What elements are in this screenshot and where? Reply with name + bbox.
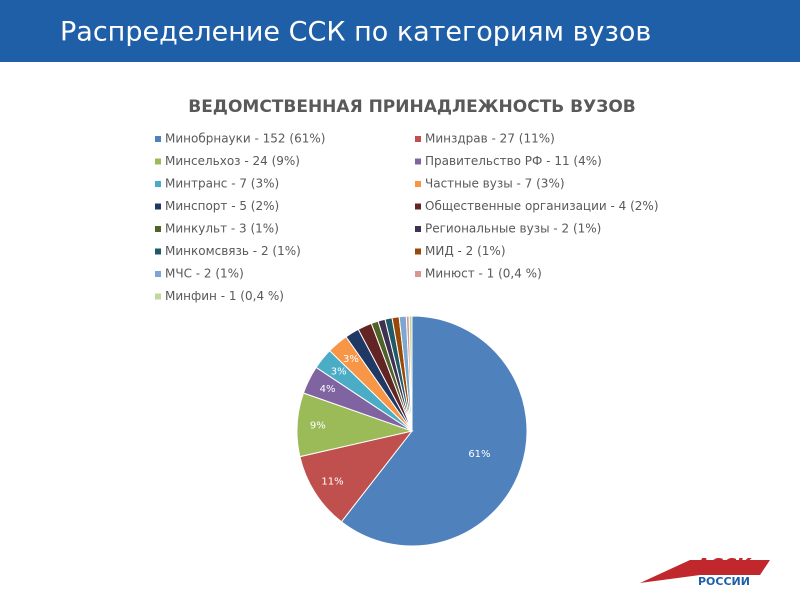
logo-text: АССК [694, 555, 752, 576]
header-band [0, 0, 800, 62]
pie-slice [299, 430, 414, 523]
logo-subtext: РОССИИ [698, 575, 750, 588]
pie-slice [340, 315, 528, 547]
data-label: 9% [310, 421, 326, 432]
data-label: 4% [320, 384, 336, 395]
pie-slice [408, 315, 413, 432]
legend-label: Минкульт - 3 (1%) [165, 222, 279, 236]
legend-swatch [415, 203, 421, 210]
legend-label: Минобрнауки - 152 (61%) [165, 132, 325, 146]
legend-label: Региональные вузы - 2 (1%) [425, 222, 601, 236]
legend-swatch [415, 181, 421, 187]
legend-label: МЧС - 2 (1%) [165, 267, 244, 281]
logo-swoosh [640, 560, 770, 583]
data-label: 3% [331, 367, 347, 378]
legend-swatch [415, 271, 421, 277]
legend-label: Минтранс - 7 (3%) [165, 177, 279, 191]
legend-swatch [415, 158, 421, 165]
legend-label: Минсельхоз - 24 (9%) [165, 154, 300, 168]
legend-label: Общественные организации - 4 (2%) [425, 199, 659, 213]
legend-swatch [155, 293, 161, 300]
legend-label: МИД - 2 (1%) [425, 244, 506, 258]
legend-label: Минздрав - 27 (11%) [425, 132, 555, 146]
data-label: 11% [321, 477, 343, 488]
legend-swatch [155, 158, 161, 165]
data-label: 61% [468, 449, 490, 460]
chart-title: ВЕДОМСТВЕННАЯ ПРИНАДЛЕЖНОСТЬ ВУЗОВ [188, 97, 636, 117]
legend-label: Правительство РФ - 11 (4%) [425, 154, 602, 168]
slide-title: Распределение ССК по категориям вузов [60, 17, 651, 48]
legend-swatch [415, 248, 421, 255]
data-label: 3% [343, 354, 359, 365]
legend-swatch [155, 271, 161, 277]
legend-label: Минфин - 1 (0,4 %) [165, 289, 284, 303]
legend-swatch [415, 226, 421, 232]
legend-label: Минюст - 1 (0,4 %) [425, 267, 542, 281]
legend-label: Минспорт - 5 (2%) [165, 199, 279, 213]
legend-swatch [155, 226, 161, 232]
legend-swatch [155, 136, 161, 142]
legend-swatch [155, 181, 161, 187]
legend-swatch [155, 203, 161, 210]
legend-label: Частные вузы - 7 (3%) [425, 177, 565, 191]
legend-label: Минкомсвязь - 2 (1%) [165, 244, 301, 258]
legend-swatch [155, 248, 161, 255]
legend-swatch [415, 136, 421, 142]
